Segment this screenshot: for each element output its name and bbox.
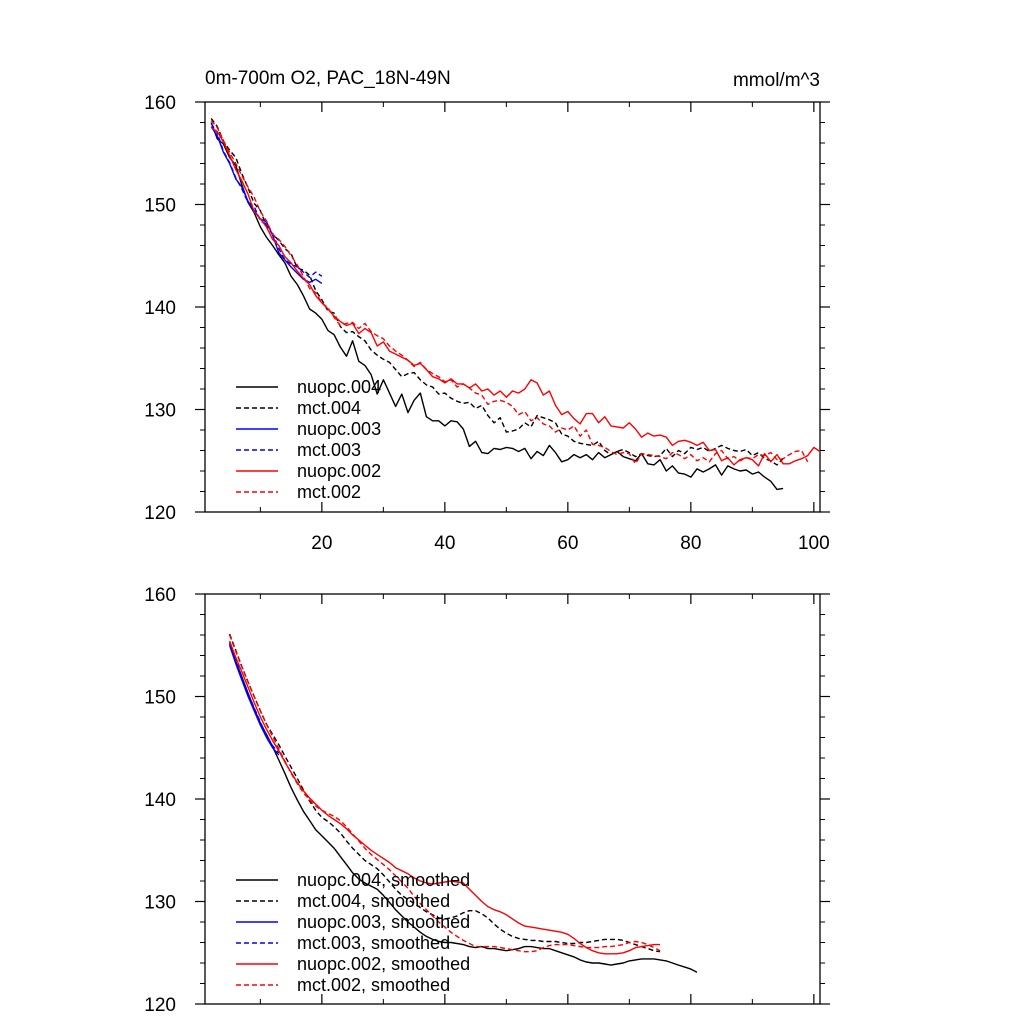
x-tick-label: 40	[434, 533, 455, 554]
series-line-nuopc-002	[210, 127, 820, 467]
x-tick-label: 20	[311, 533, 332, 554]
x-tick-label: 80	[680, 533, 701, 554]
legend-label: mct.002, smoothed	[297, 975, 450, 995]
legend-label: mct.002	[297, 482, 361, 502]
series-line-nuopc-004	[210, 122, 784, 491]
y-tick-label: 150	[144, 196, 176, 217]
series-line-mct-002-smoothed	[228, 634, 661, 953]
y-tick-label: 120	[144, 995, 176, 1016]
series-line-nuopc-002-smoothed	[228, 640, 661, 955]
legend-label: mct.004	[297, 398, 361, 418]
y-tick-label: 130	[144, 893, 176, 914]
series-line-mct-004-smoothed	[228, 633, 661, 953]
series-line-mct-004	[210, 117, 784, 466]
series-line-mct-002	[210, 120, 809, 465]
legend-label: nuopc.003	[297, 419, 381, 439]
series-line-nuopc-003-smoothed	[228, 645, 280, 756]
series-line-nuopc-004-smoothed	[228, 642, 698, 973]
x-tick-label: 100	[798, 533, 830, 554]
legend-label: mct.003	[297, 440, 361, 460]
legend-label: nuopc.003, smoothed	[297, 912, 470, 932]
y-tick-label: 130	[144, 401, 176, 422]
legend-label: mct.004, smoothed	[297, 891, 450, 911]
legend-label: nuopc.002, smoothed	[297, 954, 470, 974]
y-tick-label: 140	[144, 790, 176, 811]
y-tick-label: 140	[144, 298, 176, 319]
y-tick-label: 150	[144, 688, 176, 709]
series-line-mct-003	[210, 123, 323, 278]
series-line-mct-003-smoothed	[228, 640, 280, 754]
y-tick-label: 160	[144, 93, 176, 114]
legend-label: mct.003, smoothed	[297, 933, 450, 953]
chart-title: 0m-700m O2, PAC_18N-49N	[205, 68, 451, 89]
units-label: mmol/m^3	[733, 70, 820, 91]
x-tick-label: 60	[557, 533, 578, 554]
panel-raw: 20 40 60 80 100120130140150160nuopc.004mct.0…	[144, 93, 830, 554]
legend-label: nuopc.002	[297, 461, 381, 481]
y-tick-label: 120	[144, 503, 176, 524]
legend-label: nuopc.004, smoothed	[297, 870, 470, 890]
y-tick-label: 160	[144, 585, 176, 606]
legend-label: nuopc.004	[297, 377, 381, 397]
